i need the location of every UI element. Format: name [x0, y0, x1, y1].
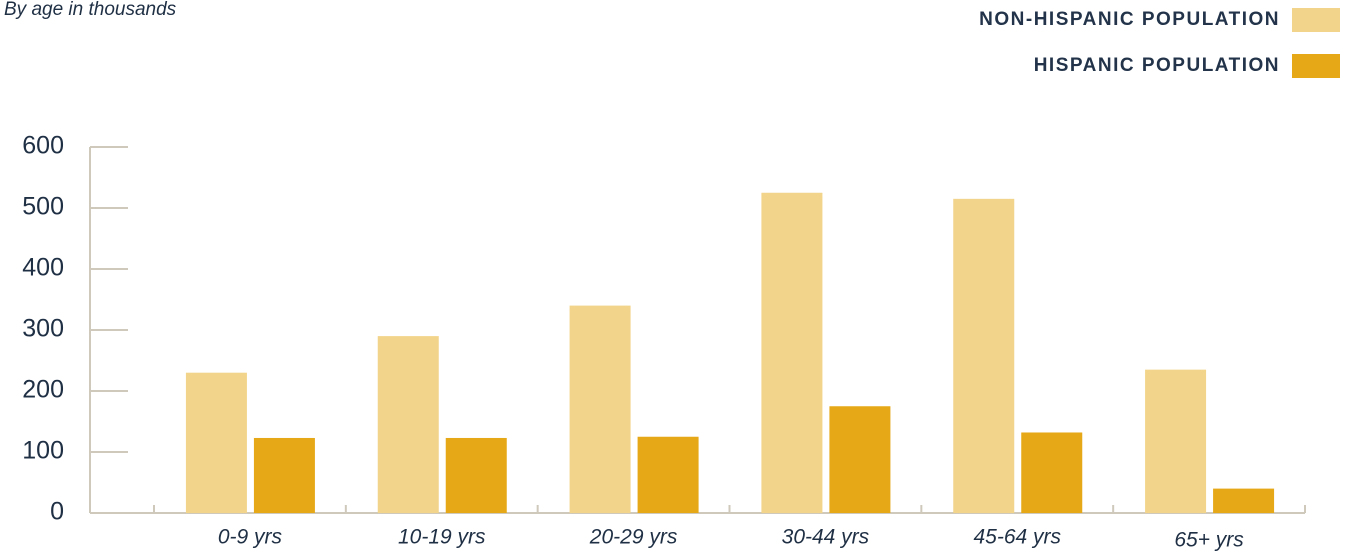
legend-swatch: [1292, 8, 1340, 32]
y-tick-label: 100: [22, 437, 64, 465]
y-tick-label: 600: [22, 132, 64, 160]
legend-swatch: [1292, 54, 1340, 78]
y-tick-label: 200: [22, 376, 64, 404]
bar: [253, 437, 315, 513]
bar: [1021, 432, 1083, 513]
bar: [953, 198, 1015, 513]
y-tick-label: 500: [22, 193, 64, 221]
legend-label: NON-HISPANIC POPULATION: [979, 9, 1280, 30]
bar: [1145, 369, 1207, 513]
x-tick-label: 45-64 yrs: [973, 526, 1061, 549]
bar: [185, 372, 247, 513]
x-tick-label: 0-9 yrs: [218, 526, 283, 549]
y-tick-label: 300: [22, 315, 64, 343]
chart-subtitle: By age in thousands: [4, 0, 177, 20]
x-tick-label: 10-19 yrs: [398, 526, 486, 549]
bar: [1213, 488, 1275, 513]
x-tick-label: 20-29 yrs: [589, 526, 678, 549]
x-tick-label: 30-44 yrs: [782, 526, 870, 549]
y-tick-label: 400: [22, 254, 64, 282]
x-tick-label: 65+ yrs: [1174, 529, 1244, 552]
bar: [445, 437, 507, 513]
bar: [569, 305, 631, 513]
bar: [377, 336, 439, 513]
legend-label: HISPANIC POPULATION: [1034, 55, 1280, 76]
y-tick-label: 0: [50, 498, 64, 526]
bar: [829, 406, 891, 513]
bar: [637, 436, 699, 513]
bar: [761, 192, 823, 513]
